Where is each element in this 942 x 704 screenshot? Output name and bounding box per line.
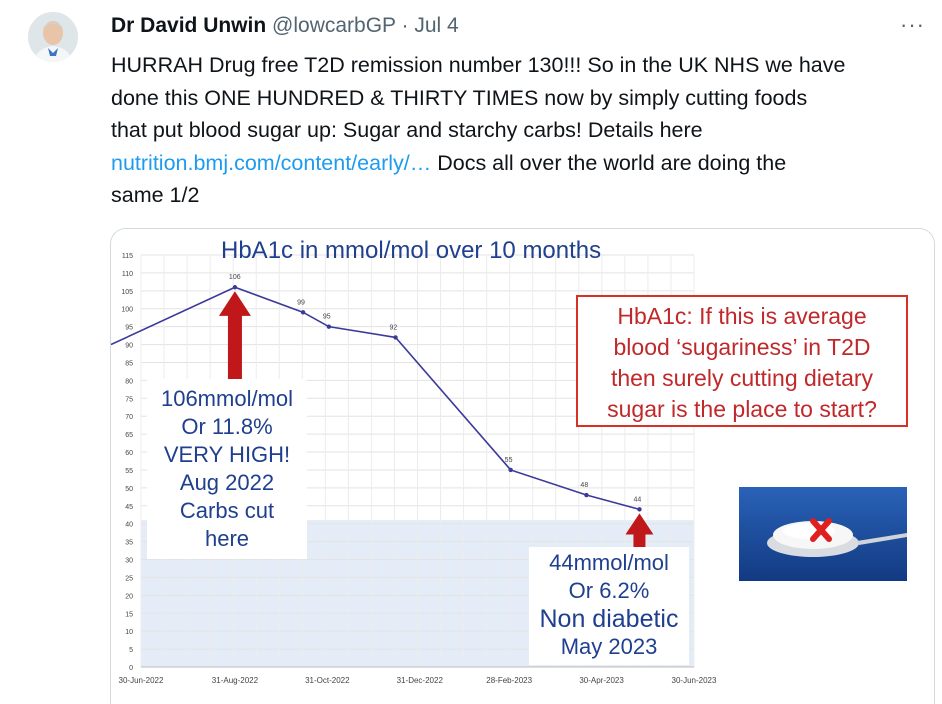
tweet-line: nutrition.bmj.com/content/early/… Docs a… — [111, 147, 936, 180]
author-handle[interactable]: @lowcarbGP — [272, 14, 396, 37]
y-tick-label: 5 — [129, 647, 133, 654]
x-tick-label: 31-Oct-2022 — [305, 676, 350, 685]
hba1c-note-box: HbA1c: If this is average blood ‘sugarin… — [576, 295, 908, 427]
data-point — [232, 285, 238, 290]
y-tick-label: 80 — [125, 378, 133, 385]
data-label: 99 — [297, 299, 305, 306]
article-link[interactable]: nutrition.bmj.com/content/early/… — [111, 150, 432, 175]
y-tick-label: 55 — [125, 468, 133, 475]
data-point — [326, 324, 332, 329]
author-name[interactable]: Dr David Unwin — [111, 14, 267, 37]
data-point — [300, 310, 306, 315]
callout-line: 44mmol/mol — [549, 550, 669, 575]
callout-line: VERY HIGH! — [163, 442, 291, 467]
avatar-image — [28, 12, 78, 62]
y-tick-label: 85 — [125, 360, 133, 367]
y-tick-label: 115 — [122, 253, 133, 260]
y-tick-label: 0 — [129, 665, 133, 672]
start-value-callout: 106mmol/mol Or 11.8% VERY HIGH! Aug 2022… — [147, 379, 307, 559]
y-tick-label: 10 — [125, 629, 133, 636]
tweet-header: Dr David Unwin @lowcarbGP · Jul 4 — [111, 14, 459, 38]
end-value-callout: 44mmol/mol Or 6.2% Non diabetic May 2023 — [529, 547, 689, 665]
tweet-line: that put blood sugar up: Sugar and starc… — [111, 118, 703, 142]
y-tick-label: 40 — [125, 522, 133, 529]
data-label: 106 — [229, 274, 241, 281]
callout-line: Non diabetic — [539, 605, 679, 633]
x-tick-label: 30-Apr-2023 — [579, 676, 624, 685]
y-tick-label: 105 — [121, 289, 133, 296]
x-tick-label: 31-Dec-2022 — [397, 676, 444, 685]
header-separator: · — [401, 14, 409, 37]
tweet-text: HURRAH Drug free T2D remission number 13… — [111, 49, 936, 212]
callout-line: here — [204, 526, 250, 551]
y-tick-label: 45 — [125, 504, 133, 511]
y-tick-label: 20 — [125, 593, 133, 600]
callout-line: May 2023 — [560, 634, 658, 659]
callout-line: Aug 2022 — [179, 470, 275, 495]
callout-line: Or 6.2% — [568, 578, 650, 603]
data-label: 55 — [505, 457, 513, 464]
note-line: blood ‘sugariness’ in T2D — [613, 334, 871, 360]
tweet-media[interactable]: 0 5 10 15 20 25 30 35 40 45 50 55 60 65 70 75 80 85 90 95 10… — [110, 228, 935, 704]
data-point — [393, 335, 398, 340]
tweet-date[interactable]: Jul 4 — [414, 14, 459, 37]
x-tick-label: 30-Jun-2022 — [119, 676, 164, 685]
avatar[interactable] — [28, 12, 78, 62]
data-point — [508, 467, 513, 473]
x-tick-label: 28-Feb-2023 — [486, 676, 532, 685]
y-tick-label: 70 — [125, 414, 133, 421]
y-tick-label: 30 — [125, 558, 133, 565]
data-point — [637, 507, 642, 512]
up-arrow-icon — [218, 291, 251, 381]
up-arrow-icon — [625, 513, 654, 553]
tweet-line: same 1/2 — [111, 183, 200, 207]
x-tick-label: 31-Aug-2022 — [212, 676, 259, 685]
y-tick-label: 50 — [125, 486, 133, 493]
tweet-line-continuation: Docs all over the world are doing the — [431, 150, 787, 175]
data-label: 92 — [390, 324, 398, 331]
cross-icon — [810, 518, 832, 542]
y-tick-label: 95 — [125, 325, 133, 332]
callout-line: Or 11.8% — [181, 414, 273, 439]
callout-line: 106mmol/mol — [160, 386, 294, 411]
hba1c-series-line — [111, 286, 640, 511]
y-tick-label: 35 — [125, 540, 133, 547]
y-tick-label: 65 — [125, 432, 133, 439]
y-tick-label: 90 — [125, 343, 133, 350]
more-icon[interactable]: ··· — [900, 12, 925, 37]
sugar-spoon-image — [739, 487, 907, 581]
data-label: 95 — [323, 314, 331, 321]
y-tick-label: 75 — [125, 396, 133, 403]
y-tick-label: 60 — [125, 450, 133, 457]
data-label: 48 — [580, 482, 588, 489]
data-label: 44 — [633, 496, 641, 503]
tweet-line: done this ONE HUNDRED & THIRTY TIMES now… — [111, 85, 808, 110]
x-tick-label: 30-Jun-2023 — [672, 676, 717, 685]
note-line: sugar is the place to start? — [607, 396, 877, 422]
y-tick-label: 110 — [122, 271, 133, 278]
y-tick-label: 15 — [125, 611, 133, 618]
y-tick-label: 100 — [121, 307, 133, 314]
y-tick-label: 25 — [125, 575, 133, 582]
chart-title: HbA1c in mmol/mol over 10 months — [221, 237, 602, 264]
note-line: HbA1c: If this is average — [617, 303, 867, 329]
note-line: then surely cutting dietary — [610, 365, 874, 391]
tweet-line: HURRAH Drug free T2D remission number 13… — [111, 53, 846, 77]
data-point — [584, 492, 589, 498]
callout-line: Carbs cut — [179, 498, 275, 523]
